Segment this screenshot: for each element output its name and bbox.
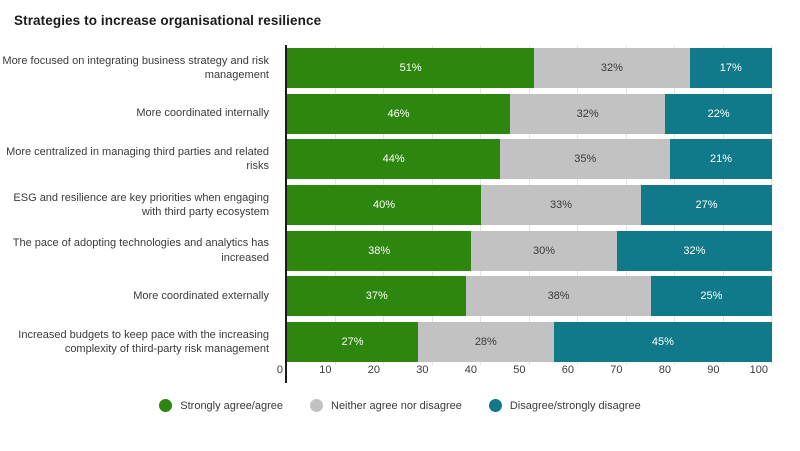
bar-segment: 40% bbox=[287, 185, 481, 226]
y-axis-line bbox=[285, 45, 287, 383]
legend-item: Disagree/strongly disagree bbox=[488, 399, 641, 412]
segment-value-label: 40% bbox=[372, 199, 396, 212]
bar-segment: 30% bbox=[471, 230, 617, 271]
legend-label: Disagree/strongly disagree bbox=[509, 399, 641, 412]
bar-row: ESG and resilience are key priorities wh… bbox=[0, 182, 800, 228]
legend-swatch-icon bbox=[488, 399, 502, 412]
chart-title: Strategies to increase organisational re… bbox=[14, 13, 322, 28]
segment-value-label: 30% bbox=[533, 244, 556, 257]
bar-segment: 32% bbox=[534, 47, 690, 88]
bar-row: More centralized in managing third parti… bbox=[0, 136, 800, 182]
bar-segment: 33% bbox=[481, 185, 642, 226]
legend-item: Strongly agree/agree bbox=[159, 399, 283, 412]
segment-value-label: 33% bbox=[550, 199, 573, 212]
x-axis-tick-labels: 0 10 20 30 40 50 60 70 80 90 100 bbox=[0, 364, 800, 380]
bar-segment: 51% bbox=[287, 47, 535, 88]
x-axis-tick-label: 60 bbox=[561, 364, 574, 376]
bar-track: 40% 33% 27% bbox=[287, 185, 772, 226]
bar-segment: 25% bbox=[650, 276, 772, 317]
x-axis-tick-label: 90 bbox=[707, 364, 720, 376]
bar-segment: 45% bbox=[553, 322, 772, 363]
bar-rows: More focused on integrating business str… bbox=[0, 45, 800, 365]
segment-value-label: 17% bbox=[719, 61, 742, 74]
bar-segment: 17% bbox=[689, 47, 772, 88]
category-label: More coordinated externally bbox=[133, 290, 269, 303]
bar-track: 37% 38% 25% bbox=[287, 276, 772, 317]
segment-value-label: 21% bbox=[710, 153, 733, 166]
bar-row: The pace of adopting technologies and an… bbox=[0, 228, 800, 274]
x-axis-tick-label: 40 bbox=[464, 364, 477, 376]
x-axis-tick-label: 20 bbox=[367, 364, 380, 376]
category-label: ESG and resilience are key priorities wh… bbox=[13, 191, 269, 219]
segment-value-label: 32% bbox=[683, 244, 706, 257]
legend-item: Neither agree nor disagree bbox=[310, 399, 462, 412]
bar-segment: 37% bbox=[287, 276, 467, 317]
segment-value-label: 38% bbox=[368, 244, 391, 257]
legend-swatch-icon bbox=[159, 399, 173, 412]
segment-value-label: 38% bbox=[547, 290, 570, 303]
bar-segment: 28% bbox=[417, 322, 554, 363]
bar-segment: 27% bbox=[641, 185, 772, 226]
bar-segment: 21% bbox=[670, 139, 772, 180]
segment-value-label: 22% bbox=[707, 107, 730, 120]
bar-segment: 22% bbox=[665, 93, 772, 134]
plot-area: More focused on integrating business str… bbox=[0, 45, 800, 383]
bar-track: 46% 32% 22% bbox=[287, 93, 772, 134]
bar-track: 51% 32% 17% bbox=[287, 47, 772, 88]
segment-value-label: 44% bbox=[382, 153, 405, 166]
x-axis-tick-label: 100 bbox=[749, 364, 768, 376]
segment-value-label: 27% bbox=[341, 336, 364, 349]
x-axis-tick-label: 10 bbox=[319, 364, 332, 376]
x-axis-tick-label: 50 bbox=[513, 364, 526, 376]
legend: Strongly agree/agree Neither agree nor di… bbox=[0, 399, 800, 412]
bar-track: 27% 28% 45% bbox=[287, 322, 772, 363]
segment-value-label: 46% bbox=[387, 107, 410, 120]
bar-row: More coordinated internally 46% 32% 22% bbox=[0, 91, 800, 137]
category-label: The pace of adopting technologies and an… bbox=[12, 237, 269, 264]
bar-segment: 32% bbox=[510, 93, 666, 134]
segment-value-label: 51% bbox=[399, 61, 422, 74]
segment-value-label: 32% bbox=[600, 61, 623, 74]
legend-label: Strongly agree/agree bbox=[180, 399, 283, 412]
bar-segment: 32% bbox=[616, 230, 772, 271]
category-label: Increased budgets to keep pace with the … bbox=[18, 328, 269, 356]
segment-value-label: 28% bbox=[474, 336, 497, 349]
x-axis-tick-label: 80 bbox=[658, 364, 671, 376]
category-label: More focused on integrating business str… bbox=[2, 54, 269, 81]
legend-swatch-icon bbox=[310, 399, 323, 412]
bar-row: More focused on integrating business str… bbox=[0, 45, 800, 91]
bar-segment: 46% bbox=[287, 93, 511, 134]
bar-segment: 27% bbox=[287, 322, 418, 363]
segment-value-label: 32% bbox=[576, 107, 599, 120]
segment-value-label: 25% bbox=[700, 290, 723, 303]
segment-value-label: 45% bbox=[651, 336, 674, 349]
category-label: More centralized in managing third parti… bbox=[6, 146, 269, 173]
bar-track: 38% 30% 32% bbox=[287, 230, 772, 271]
bar-row: Increased budgets to keep pace with the … bbox=[0, 319, 800, 365]
segment-value-label: 35% bbox=[574, 153, 597, 166]
bar-segment: 38% bbox=[466, 276, 651, 317]
x-axis-tick-label: 30 bbox=[416, 364, 429, 376]
bar-segment: 38% bbox=[287, 230, 472, 271]
bar-track: 44% 35% 21% bbox=[287, 139, 772, 180]
legend-label: Neither agree nor disagree bbox=[331, 399, 462, 412]
x-axis-tick-label: 0 bbox=[276, 364, 283, 376]
category-label: More coordinated internally bbox=[136, 107, 269, 120]
segment-value-label: 27% bbox=[695, 199, 718, 212]
segment-value-label: 37% bbox=[365, 290, 388, 303]
bar-segment: 35% bbox=[500, 139, 671, 180]
bar-segment: 44% bbox=[287, 139, 501, 180]
x-axis-tick-label: 70 bbox=[610, 364, 623, 376]
bar-row: More coordinated externally 37% 38% 25% bbox=[0, 274, 800, 320]
